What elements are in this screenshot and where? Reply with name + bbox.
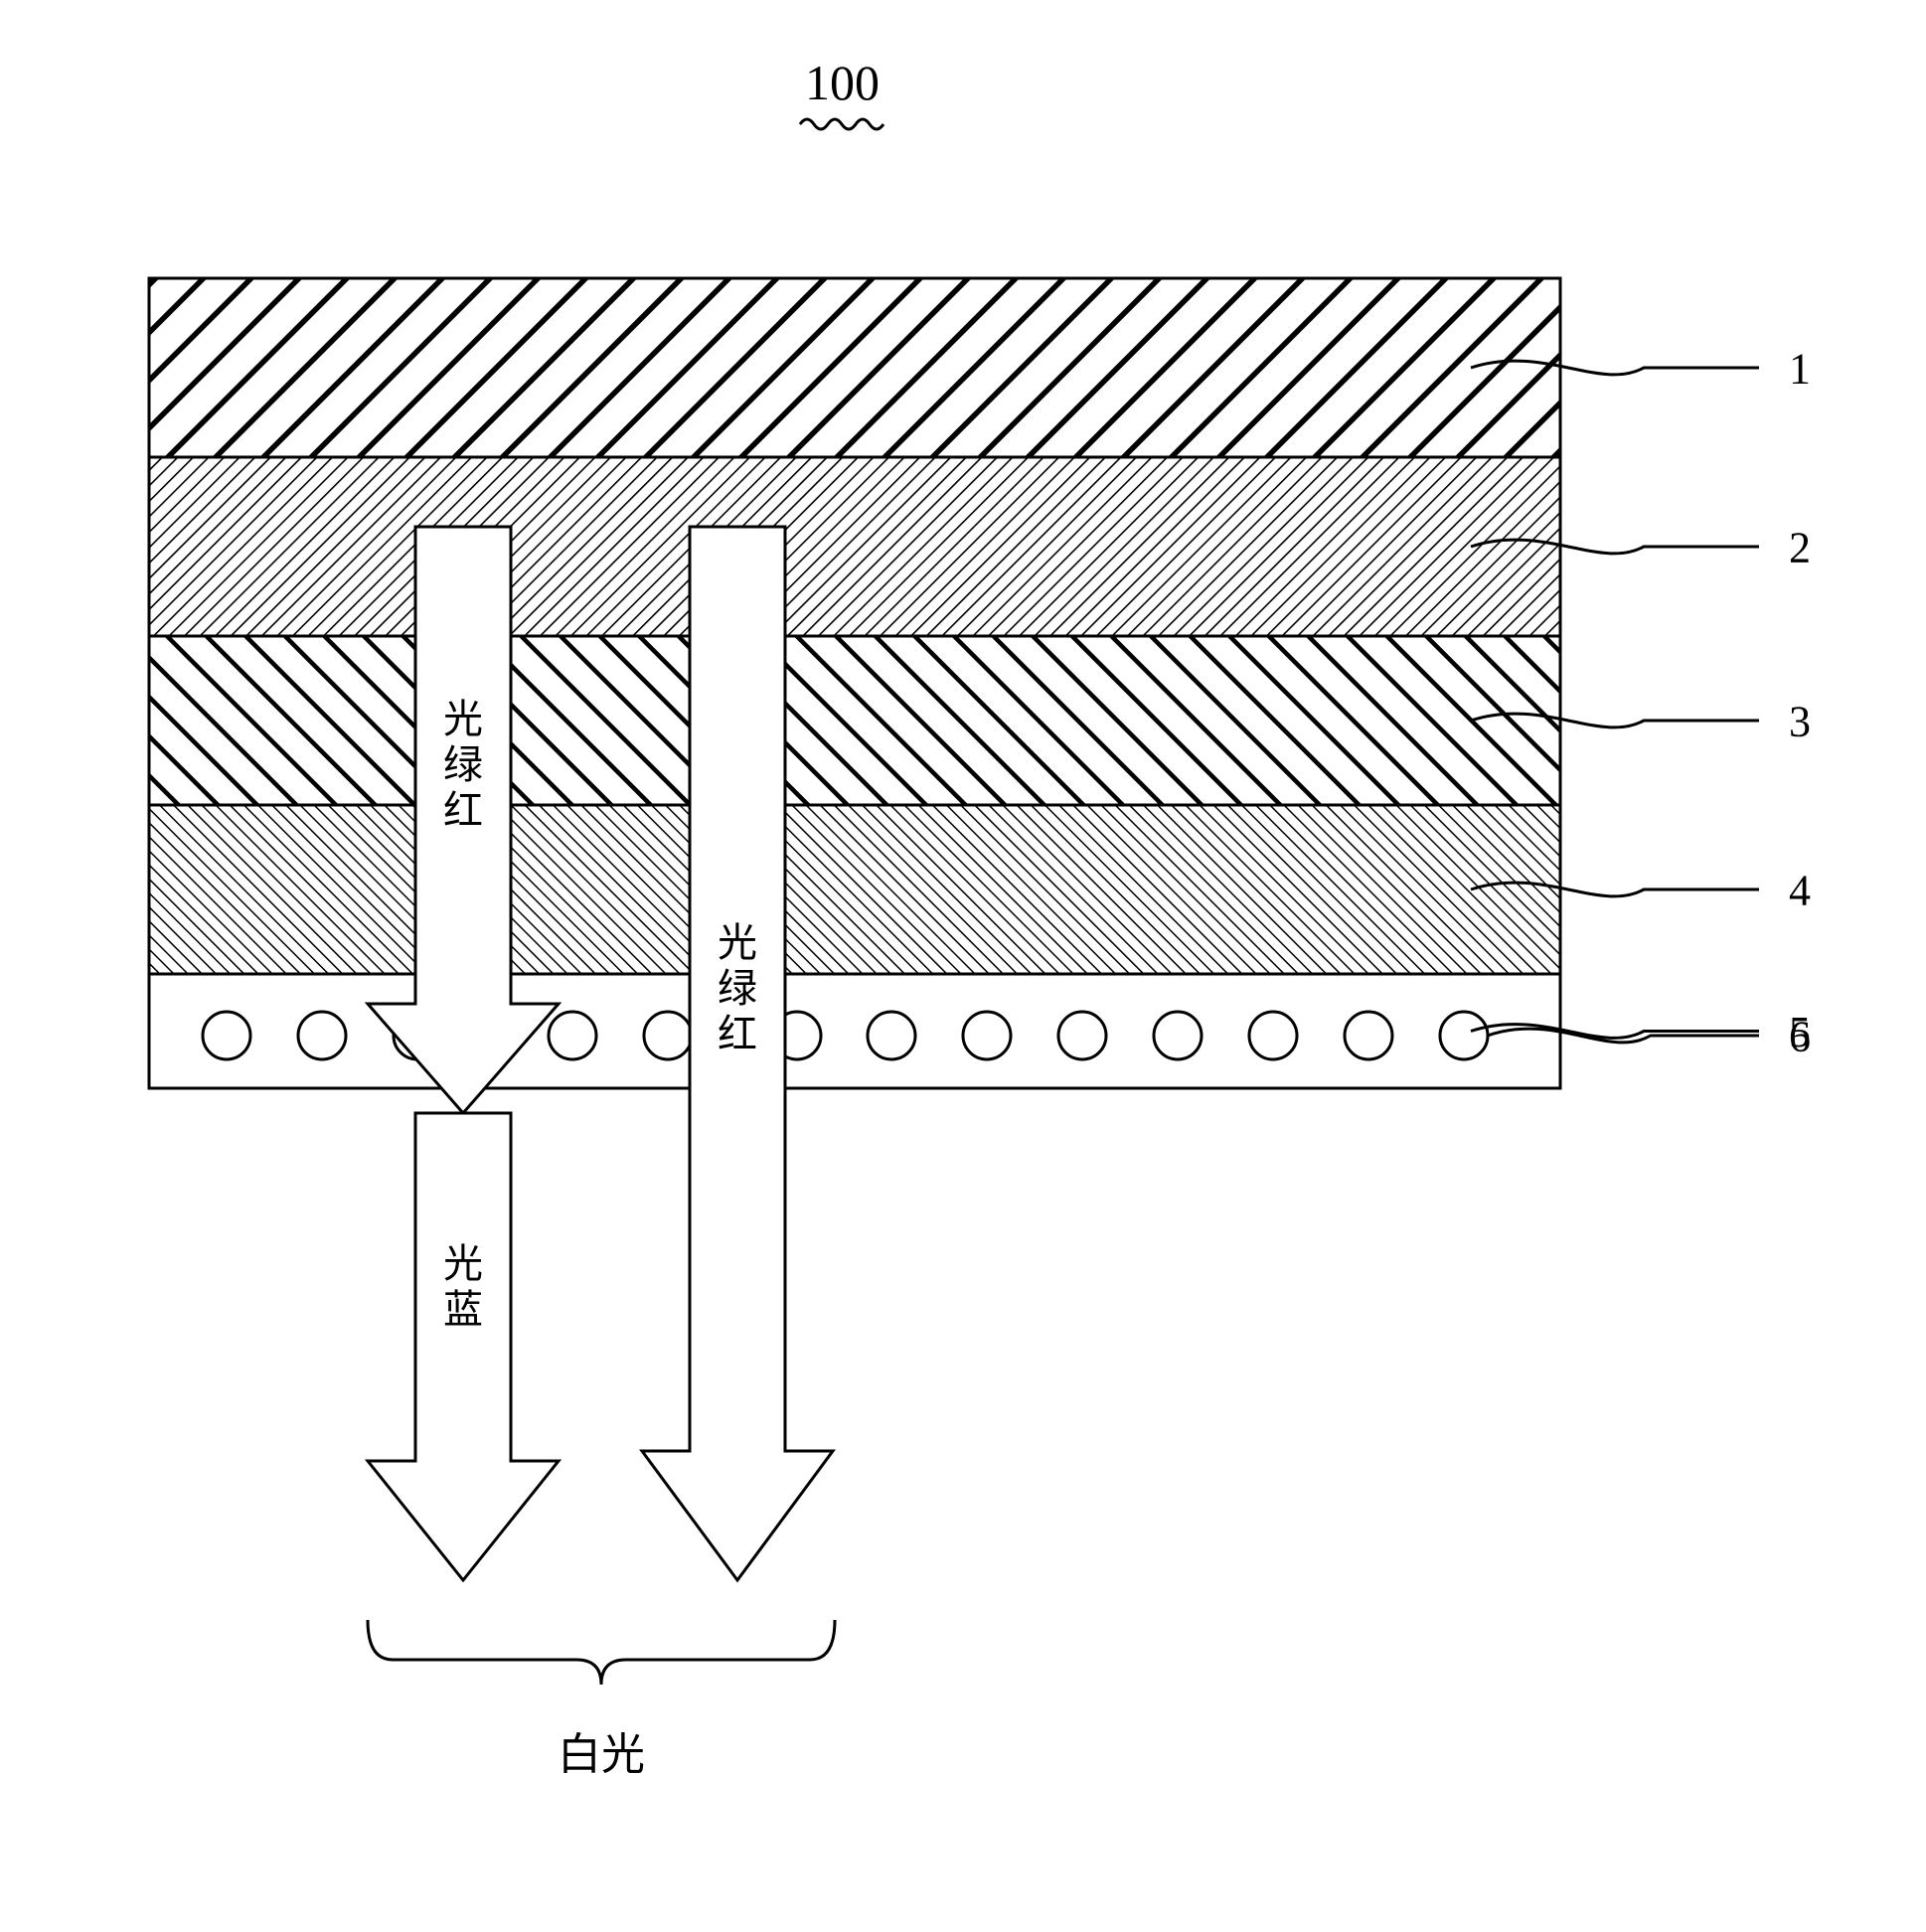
output-label: 白光 <box>558 1730 645 1779</box>
circle-9 <box>1058 1012 1106 1059</box>
figure-ref-number: 100 <box>805 55 880 110</box>
arrow-a1-char-2: 红 <box>443 788 483 833</box>
circle-2 <box>298 1012 346 1059</box>
circle-1 <box>203 1012 250 1059</box>
circle-5 <box>644 1012 692 1059</box>
layer-4 <box>149 805 1560 974</box>
circle-10 <box>1154 1012 1202 1059</box>
arrow-a3: 光蓝 <box>368 1113 559 1580</box>
arrow-a1-char-1: 绿 <box>443 742 483 787</box>
lead-2-label: 2 <box>1789 523 1811 571</box>
lead-3-label: 3 <box>1789 697 1811 745</box>
lead-4-label: 4 <box>1789 866 1811 914</box>
diagram-svg: 100光绿红光绿红光蓝白光123456 <box>0 0 1926 1932</box>
circle-4 <box>549 1012 596 1059</box>
arrow-a2-char-1: 绿 <box>718 966 757 1011</box>
circle-12 <box>1345 1012 1392 1059</box>
layer-3 <box>149 636 1560 805</box>
arrow-a3-char-1: 蓝 <box>443 1287 483 1332</box>
circle-11 <box>1249 1012 1297 1059</box>
arrow-a2-char-0: 光 <box>718 920 757 965</box>
arrow-a1-char-0: 光 <box>443 697 483 741</box>
layer-2 <box>149 457 1560 636</box>
layer-stack <box>149 278 1560 1088</box>
arrow-a3-char-0: 光 <box>443 1241 483 1286</box>
lead-1-label: 1 <box>1789 344 1811 393</box>
diagram-canvas: 100光绿红光绿红光蓝白光123456 <box>0 0 1926 1932</box>
output-brace <box>368 1620 835 1685</box>
arrow-a2-char-2: 红 <box>718 1012 757 1056</box>
figure-ref-squiggle <box>800 119 883 129</box>
layer-1 <box>149 278 1560 457</box>
lead-6-label: 6 <box>1789 1012 1811 1060</box>
circle-13 <box>1440 1012 1488 1059</box>
circle-7 <box>868 1012 915 1059</box>
circle-8 <box>963 1012 1011 1059</box>
